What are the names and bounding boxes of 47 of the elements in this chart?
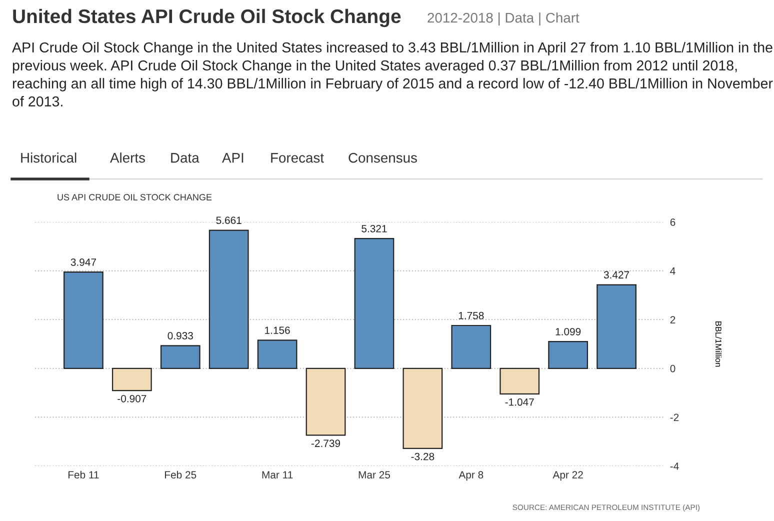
data-label: 3.947 (70, 258, 96, 266)
text: Historical (21, 152, 76, 163)
data-label: -2.739 (311, 440, 340, 448)
data-label: -3.28 (411, 452, 434, 460)
bar (64, 272, 104, 369)
chart-subtitle: 2012-2018 | Data | Chart (428, 12, 580, 26)
x-tick-label: Apr 8 (458, 471, 484, 481)
data-label: -1.047 (505, 398, 534, 406)
text: Forecast (271, 153, 324, 163)
text: US API CRUDE OIL STOCK CHANGE (58, 194, 212, 200)
y-tick-label: 4 (670, 267, 676, 275)
bar (548, 341, 588, 369)
chart-title: United States API Crude Oil Stock Change (13, 8, 401, 28)
y-tick-label: 2 (670, 316, 676, 324)
y-tick-label: -4 (670, 462, 679, 470)
bar (402, 368, 443, 449)
text: Alerts (110, 152, 145, 163)
data-label: 0.933 (168, 332, 193, 340)
text: API Crude Oil Stock Change in the United States increased to 3.43 BBL/1Million in April 27 from 1.10 BBL/1Million in the previous week. API Crude Oil Stock Change in the United States averaged 0.37 BBL/1Million from 2012 until 2018, reaching an all time high of 14.30 BBL/1Million in February of 2015 and a record low of -12.40 BBL/1Million in November of 2013. (12, 42, 773, 107)
y-tick-label: 0 (670, 364, 676, 372)
bar (354, 238, 394, 369)
y-tick-label: 6 (670, 218, 676, 226)
bar (160, 345, 200, 369)
x-tick-label: Mar 25 (358, 471, 390, 479)
bar (112, 368, 152, 392)
data-label: -0.907 (118, 394, 146, 402)
x-tick-label: Feb 11 (68, 470, 99, 479)
x-tick-label: Mar 11 (262, 471, 293, 479)
y-axis-title: BBL/1Million (715, 322, 722, 367)
x-tick-label: Apr 22 (552, 471, 583, 481)
bar (596, 284, 636, 369)
bar (500, 368, 540, 394)
text: Consensus (348, 152, 417, 163)
x-tick-label: Feb 25 (165, 470, 196, 479)
bar (257, 340, 298, 369)
text: Data (171, 153, 200, 163)
bar (451, 324, 492, 369)
data-label: 1.156 (265, 326, 290, 334)
bar (306, 368, 346, 436)
data-label: 1.099 (556, 328, 581, 336)
text: API (222, 153, 244, 163)
data-label: 5.661 (216, 216, 242, 224)
bar (208, 230, 249, 369)
data-label: 5.321 (362, 224, 387, 232)
y-tick-label: -2 (670, 414, 679, 421)
data-label: 1.758 (458, 312, 484, 320)
data-label: 3.427 (604, 271, 630, 279)
